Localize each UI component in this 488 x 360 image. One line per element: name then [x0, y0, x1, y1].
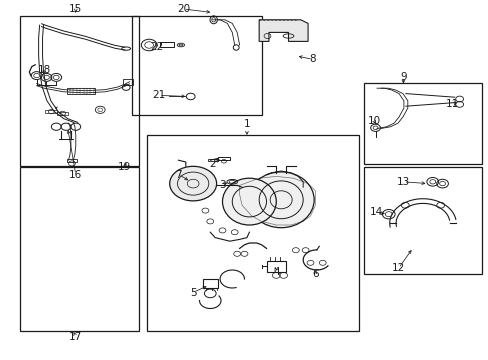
- Ellipse shape: [222, 178, 276, 225]
- Text: 5: 5: [189, 288, 196, 298]
- Circle shape: [169, 166, 216, 201]
- Bar: [67, 88, 95, 94]
- Text: 16: 16: [69, 170, 82, 180]
- Text: 11: 11: [445, 99, 458, 109]
- Text: 15: 15: [69, 4, 82, 14]
- Text: 12: 12: [391, 263, 405, 273]
- Text: 20: 20: [177, 4, 189, 14]
- Bar: [207, 159, 217, 161]
- Text: 21: 21: [152, 90, 165, 100]
- Text: 7: 7: [175, 170, 182, 180]
- Polygon shape: [259, 20, 307, 41]
- Text: 2: 2: [209, 159, 216, 169]
- Text: 14: 14: [369, 207, 383, 217]
- Text: 1: 1: [243, 119, 250, 129]
- Text: 22: 22: [149, 42, 163, 52]
- Text: 13: 13: [396, 177, 409, 187]
- Bar: [20, 16, 139, 166]
- Text: 19: 19: [118, 162, 131, 172]
- Bar: [67, 159, 77, 162]
- Text: 10: 10: [367, 116, 380, 126]
- Bar: [266, 261, 285, 272]
- Bar: [146, 135, 359, 331]
- Text: 4: 4: [272, 267, 279, 277]
- Bar: [132, 16, 261, 115]
- Text: 9: 9: [399, 72, 406, 82]
- Text: 8: 8: [309, 54, 316, 64]
- Bar: [203, 279, 217, 288]
- FancyArrowPatch shape: [55, 107, 57, 109]
- Text: 3: 3: [219, 180, 225, 190]
- Text: 17: 17: [69, 332, 82, 342]
- Bar: [217, 157, 229, 160]
- Bar: [45, 110, 57, 113]
- Bar: [364, 167, 481, 274]
- Bar: [123, 79, 133, 85]
- Text: 18: 18: [37, 65, 51, 75]
- Bar: [364, 83, 481, 164]
- Ellipse shape: [247, 172, 313, 228]
- Text: 6: 6: [311, 269, 318, 279]
- Bar: [57, 112, 68, 115]
- Bar: [160, 42, 173, 47]
- Bar: [20, 167, 139, 331]
